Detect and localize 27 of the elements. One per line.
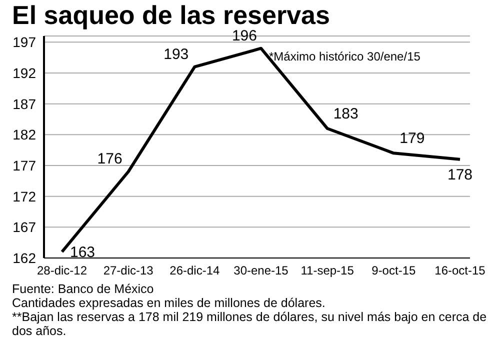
- y-tick-label: 162: [12, 250, 36, 266]
- x-tick-label: 27-dic-13: [103, 264, 154, 278]
- chart-title: El saqueo de las reservas: [12, 0, 331, 30]
- x-tick-label: 26-dic-14: [170, 264, 220, 278]
- data-label: 176: [97, 150, 122, 168]
- x-tick-label: 11-sep-15: [300, 264, 354, 278]
- text: **Bajan las reservas a 178 mil 219 millones de dólares, su nivel más bajo en cerca de dos años.: [12, 310, 488, 338]
- y-tick-label: 187: [12, 96, 36, 112]
- y-tick-label: 167: [12, 219, 36, 236]
- data-label: 193: [164, 46, 189, 63]
- y-tick-label: 197: [12, 34, 36, 50]
- data-label: 196: [232, 27, 257, 44]
- data-label: 183: [333, 106, 358, 122]
- data-label: 163: [70, 244, 96, 261]
- x-tick-label: 30-ene-15: [234, 264, 289, 278]
- text: Cantidades expresadas en miles de millones de dólares.: [12, 296, 326, 310]
- y-tick-label: 177: [12, 157, 36, 174]
- annotation: *Máximo histórico 30/ene/15: [269, 50, 421, 64]
- x-tick-label: 28-dic-12: [36, 264, 88, 278]
- source-note: Fuente: Banco de México: [12, 282, 155, 296]
- y-tick-label: 182: [12, 126, 36, 143]
- data-label: 179: [400, 130, 425, 148]
- data-label: 178: [447, 166, 473, 184]
- x-tick-label: 16-oct-15: [434, 264, 486, 278]
- y-tick-label: 172: [12, 188, 36, 204]
- y-tick-label: 192: [12, 64, 36, 81]
- x-tick-label: 9-oct-15: [372, 264, 416, 278]
